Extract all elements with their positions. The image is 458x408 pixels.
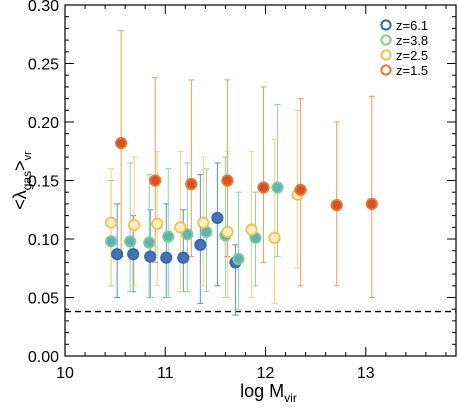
axis-ticks: 10 11 12 13 0.00 0.05 0.10 0.15 0.20 0.25 0.30 xyxy=(28,0,456,382)
data-point xyxy=(232,252,245,265)
legend-marker xyxy=(380,49,392,61)
y-tick-label: 0.05 xyxy=(28,291,59,308)
legend: z=6.1z=3.8z=2.5z=1.5 xyxy=(380,18,428,78)
y-tick-label: 0.10 xyxy=(28,232,59,249)
x-tick-label: 12 xyxy=(257,365,275,382)
data-point xyxy=(144,250,157,263)
data-point xyxy=(185,177,198,191)
data-point xyxy=(221,174,234,187)
y-tick-label: 0.00 xyxy=(28,349,59,366)
y-tick-label: 0.25 xyxy=(28,57,59,74)
data-point xyxy=(162,230,175,243)
data-point xyxy=(177,251,190,264)
y-tick-label: 0.20 xyxy=(28,115,59,132)
legend-label: z=6.1 xyxy=(396,18,428,33)
data-point xyxy=(197,216,210,229)
x-axis-label: log Mvir xyxy=(240,381,297,405)
legend-label: z=3.8 xyxy=(396,33,428,48)
data-point xyxy=(294,183,307,196)
y-tick-label: 0.30 xyxy=(28,0,59,15)
data-point xyxy=(115,136,128,150)
y-axis-label-text: <λgas>vr xyxy=(10,151,34,210)
data-point xyxy=(365,197,378,210)
x-tick-label: 13 xyxy=(357,365,375,382)
legend-marker xyxy=(380,34,392,46)
data-point xyxy=(160,251,173,264)
data-point xyxy=(149,174,162,187)
data-point xyxy=(181,228,194,241)
data-point xyxy=(124,235,137,248)
data-point xyxy=(211,211,224,225)
data-point xyxy=(174,221,187,234)
x-tick-label: 10 xyxy=(56,365,74,382)
data-point xyxy=(111,248,124,261)
data-point xyxy=(127,248,140,261)
legend-label: z=1.5 xyxy=(396,63,428,78)
data-point xyxy=(221,225,234,239)
data-point xyxy=(105,216,118,229)
data-point xyxy=(128,218,141,232)
data-point xyxy=(194,238,207,251)
data-point xyxy=(257,181,270,194)
data-point xyxy=(105,235,118,248)
data-point xyxy=(330,198,343,212)
x-tick-label: 11 xyxy=(157,365,174,382)
data-point xyxy=(245,223,258,236)
data-point xyxy=(143,236,156,249)
legend-label: z=2.5 xyxy=(396,48,428,63)
y-axis-label: <λgas>vr xyxy=(10,151,34,210)
legend-marker xyxy=(380,64,392,76)
data-point xyxy=(271,181,284,194)
data-point xyxy=(268,231,281,244)
data-point xyxy=(151,217,164,230)
y-tick-label: 0.15 xyxy=(28,174,59,191)
legend-marker xyxy=(380,19,392,31)
plot-area xyxy=(65,30,456,316)
